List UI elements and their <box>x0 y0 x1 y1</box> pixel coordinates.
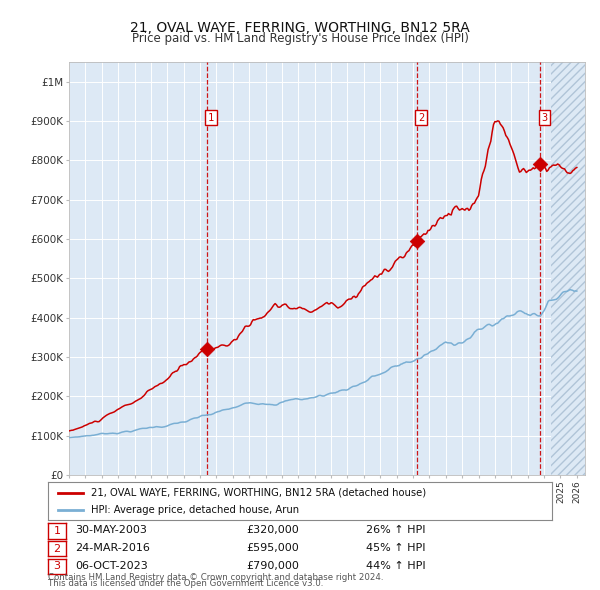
Text: 26% ↑ HPI: 26% ↑ HPI <box>366 526 425 535</box>
Text: £320,000: £320,000 <box>246 526 299 535</box>
Text: Price paid vs. HM Land Registry's House Price Index (HPI): Price paid vs. HM Land Registry's House … <box>131 32 469 45</box>
Text: 2: 2 <box>418 113 424 123</box>
Text: £595,000: £595,000 <box>246 543 299 553</box>
Point <box>202 345 212 354</box>
Text: 44% ↑ HPI: 44% ↑ HPI <box>366 561 425 571</box>
Text: HPI: Average price, detached house, Arun: HPI: Average price, detached house, Arun <box>91 504 299 514</box>
Text: This data is licensed under the Open Government Licence v3.0.: This data is licensed under the Open Gov… <box>48 579 323 588</box>
Text: 1: 1 <box>53 526 61 536</box>
Text: 24-MAR-2016: 24-MAR-2016 <box>75 543 150 553</box>
Text: 30-MAY-2003: 30-MAY-2003 <box>75 526 147 535</box>
Text: 21, OVAL WAYE, FERRING, WORTHING, BN12 5RA: 21, OVAL WAYE, FERRING, WORTHING, BN12 5… <box>130 21 470 35</box>
Point <box>535 159 545 169</box>
Text: 21, OVAL WAYE, FERRING, WORTHING, BN12 5RA (detached house): 21, OVAL WAYE, FERRING, WORTHING, BN12 5… <box>91 488 426 498</box>
Text: 3: 3 <box>53 562 61 571</box>
Text: Contains HM Land Registry data © Crown copyright and database right 2024.: Contains HM Land Registry data © Crown c… <box>48 573 383 582</box>
Text: 3: 3 <box>541 113 548 123</box>
Text: 2: 2 <box>53 544 61 553</box>
Text: 45% ↑ HPI: 45% ↑ HPI <box>366 543 425 553</box>
Text: 1: 1 <box>208 113 214 123</box>
Text: £790,000: £790,000 <box>246 561 299 571</box>
Text: 06-OCT-2023: 06-OCT-2023 <box>75 561 148 571</box>
Bar <box>551 62 585 475</box>
Point <box>412 236 422 245</box>
